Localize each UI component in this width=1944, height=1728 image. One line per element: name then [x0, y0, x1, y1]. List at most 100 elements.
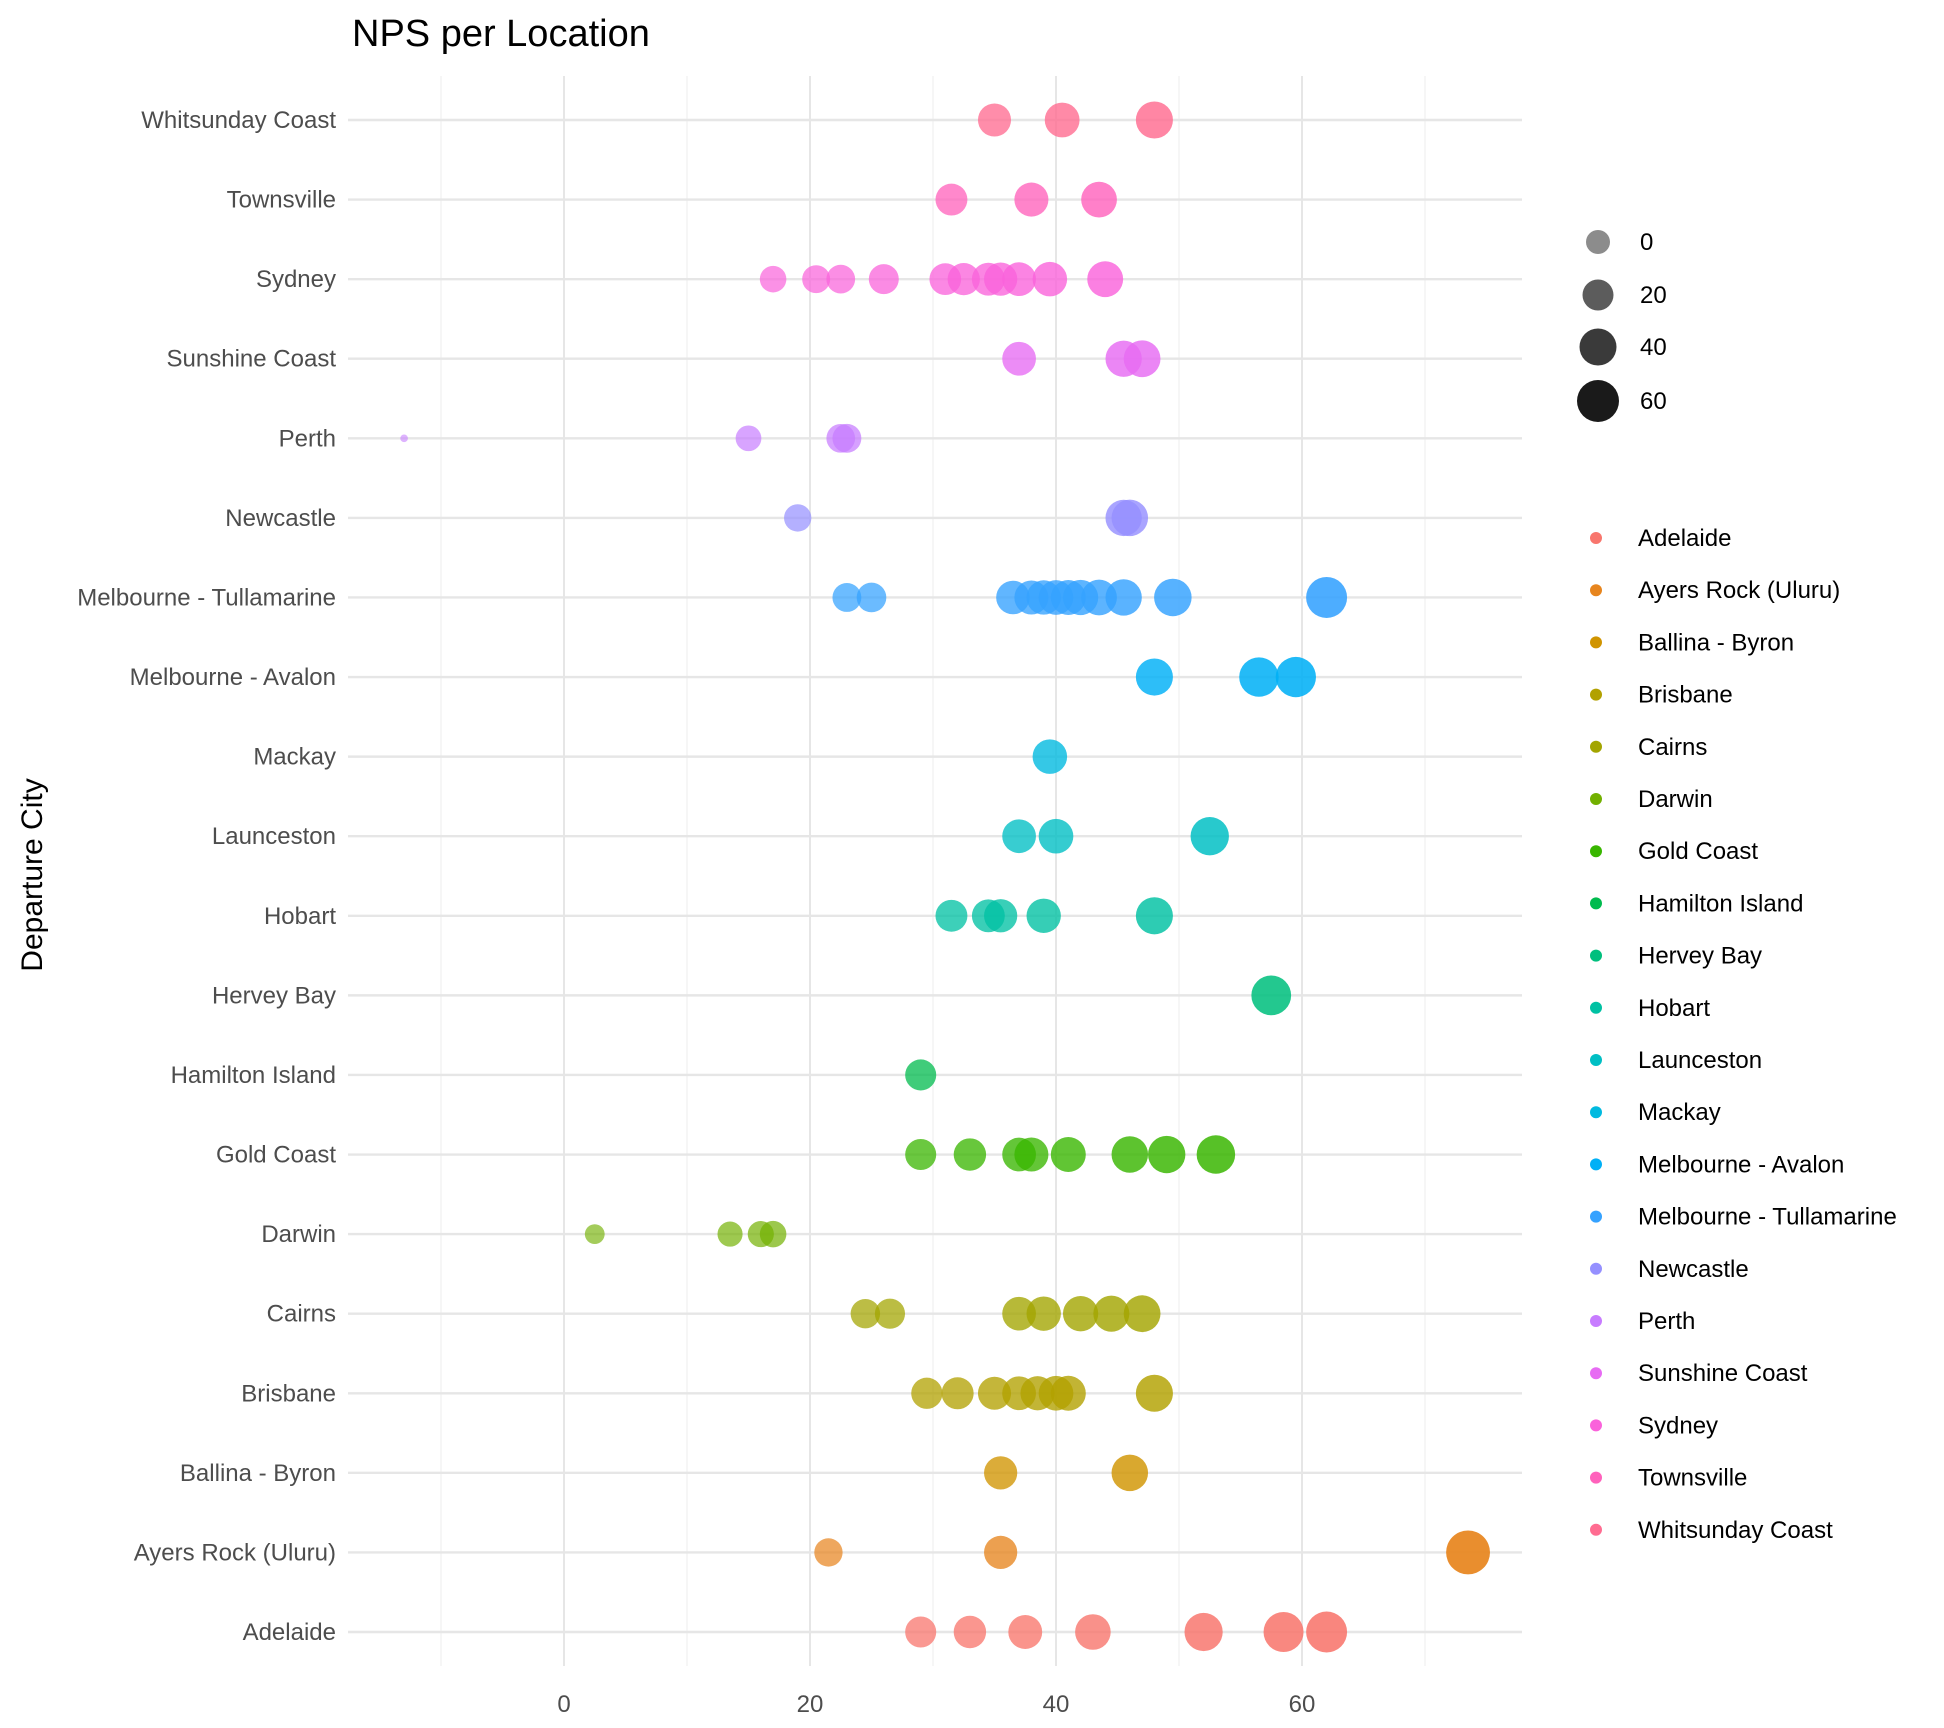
point-sydney [947, 263, 980, 296]
point-whitsunday-coast [1044, 102, 1080, 138]
legend-label-gold-coast: Gold Coast [1638, 838, 1758, 865]
point-perth [735, 425, 762, 452]
legend-key-darwin [1590, 793, 1602, 805]
x-tick-label-40: 40 [1043, 1691, 1070, 1718]
point-adelaide [905, 1616, 937, 1648]
size-legend-label-20: 20 [1640, 282, 1667, 309]
point-darwin [759, 1220, 787, 1248]
point-melbourne-tullamarine [856, 582, 887, 613]
legend-key-whitsunday-coast [1590, 1523, 1602, 1536]
point-sydney [1002, 262, 1036, 297]
legend-label-hobart: Hobart [1638, 995, 1710, 1022]
y-tick-label-cairns: Cairns [267, 1301, 336, 1328]
point-ayers-rock-uluru [814, 1538, 843, 1567]
point-whitsunday-coast [1135, 101, 1173, 139]
point-sydney [802, 265, 831, 294]
point-melbourne-tullamarine [1105, 579, 1142, 616]
point-adelaide [1306, 1611, 1348, 1653]
y-tick-label-perth: Perth [279, 425, 336, 452]
size-legend-key-20 [1582, 279, 1614, 311]
legend-label-brisbane: Brisbane [1638, 682, 1733, 709]
point-newcastle [784, 504, 812, 532]
legend-key-ballina-byron [1590, 636, 1602, 649]
point-gold-coast [1050, 1137, 1086, 1173]
size-legend-key-40 [1579, 328, 1617, 366]
point-ballina-byron [1111, 1454, 1149, 1492]
point-cairns [1026, 1296, 1061, 1331]
point-mackay [1032, 739, 1068, 774]
point-perth [400, 434, 408, 443]
point-melbourne-tullamarine [1306, 576, 1348, 618]
legend-label-ballina-byron: Ballina - Byron [1638, 629, 1794, 656]
x-tick-label-0: 0 [557, 1691, 570, 1718]
point-sydney [759, 265, 787, 293]
point-hobart [984, 899, 1018, 933]
legend-label-mackay: Mackay [1638, 1099, 1721, 1126]
legend-key-gold-coast [1590, 845, 1602, 858]
point-townsville [1081, 181, 1117, 218]
legend-key-hobart [1590, 1001, 1602, 1014]
color-legend: Adelaide Ayers Rock (Uluru) Ballina - Byro… [1590, 525, 1897, 1544]
legend-key-cairns [1590, 740, 1602, 753]
point-adelaide [1008, 1615, 1043, 1649]
point-darwin [717, 1221, 743, 1247]
size-legend-label-0: 0 [1640, 229, 1653, 256]
point-gold-coast [1196, 1135, 1236, 1174]
point-ayers-rock-uluru [984, 1535, 1018, 1570]
point-gold-coast [1111, 1136, 1149, 1173]
point-sunshine-coast [1123, 340, 1161, 378]
size-legend: 0 20 40 60 [1577, 229, 1667, 422]
point-hamilton-island [905, 1059, 937, 1091]
chart-title: NPS per Location [352, 13, 650, 55]
y-tick-label-darwin: Darwin [261, 1221, 336, 1248]
legend-key-newcastle [1590, 1262, 1602, 1275]
legend-label-cairns: Cairns [1638, 734, 1707, 761]
point-hobart [935, 899, 968, 932]
point-cairns [850, 1298, 881, 1329]
size-legend-label-60: 60 [1640, 388, 1667, 415]
y-tick-label-adelaide: Adelaide [243, 1619, 336, 1646]
point-melbourne-avalon [1275, 656, 1316, 698]
size-legend-label-40: 40 [1640, 334, 1667, 361]
legend-label-melbourne-avalon: Melbourne - Avalon [1638, 1151, 1844, 1178]
legend-key-melbourne-avalon [1590, 1158, 1602, 1171]
point-cairns [1002, 1296, 1036, 1331]
point-hobart [1135, 897, 1173, 935]
y-tick-label-hervey-bay: Hervey Bay [212, 982, 336, 1009]
point-hobart [1026, 898, 1061, 933]
point-launceston [1002, 819, 1036, 854]
y-tick-labels: Adelaide Ayers Rock (Uluru) Ballina - Byro… [77, 107, 336, 1646]
x-tick-label-60: 60 [1289, 1691, 1316, 1718]
point-melbourne-avalon [1135, 658, 1173, 696]
y-tick-label-brisbane: Brisbane [241, 1380, 336, 1407]
y-tick-label-hamilton-island: Hamilton Island [171, 1062, 336, 1089]
point-brisbane [1135, 1374, 1173, 1412]
legend-label-townsville: Townsville [1638, 1465, 1747, 1492]
point-brisbane [911, 1377, 943, 1409]
legend-key-perth [1590, 1315, 1602, 1327]
legend-key-brisbane [1590, 688, 1602, 701]
point-brisbane [941, 1377, 974, 1410]
legend-label-darwin: Darwin [1638, 786, 1713, 813]
y-tick-label-newcastle: Newcastle [225, 505, 336, 532]
legend-label-adelaide: Adelaide [1638, 525, 1731, 552]
y-axis-label: Departure City [16, 778, 49, 971]
point-darwin [584, 1224, 605, 1245]
y-tick-label-sydney: Sydney [256, 266, 336, 293]
legend-key-hervey-bay [1590, 949, 1602, 962]
point-adelaide [1075, 1614, 1111, 1650]
point-townsville [1014, 182, 1049, 217]
y-tick-label-ayers-rock-uluru: Ayers Rock (Uluru) [134, 1539, 336, 1566]
point-newcastle [1111, 499, 1149, 537]
legend-key-townsville [1590, 1471, 1602, 1484]
legend-key-melbourne-tullamarine [1590, 1210, 1602, 1223]
legend-label-perth: Perth [1638, 1308, 1695, 1335]
y-tick-label-whitsunday-coast: Whitsunday Coast [141, 107, 336, 134]
y-tick-label-hobart: Hobart [264, 903, 336, 930]
legend-key-ayers-rock-uluru [1590, 584, 1602, 597]
plot-grid [348, 76, 1522, 1666]
legend-label-hamilton-island: Hamilton Island [1638, 890, 1803, 917]
point-gold-coast [953, 1138, 987, 1171]
legend-label-sunshine-coast: Sunshine Coast [1638, 1360, 1808, 1387]
point-cairns [874, 1298, 906, 1329]
